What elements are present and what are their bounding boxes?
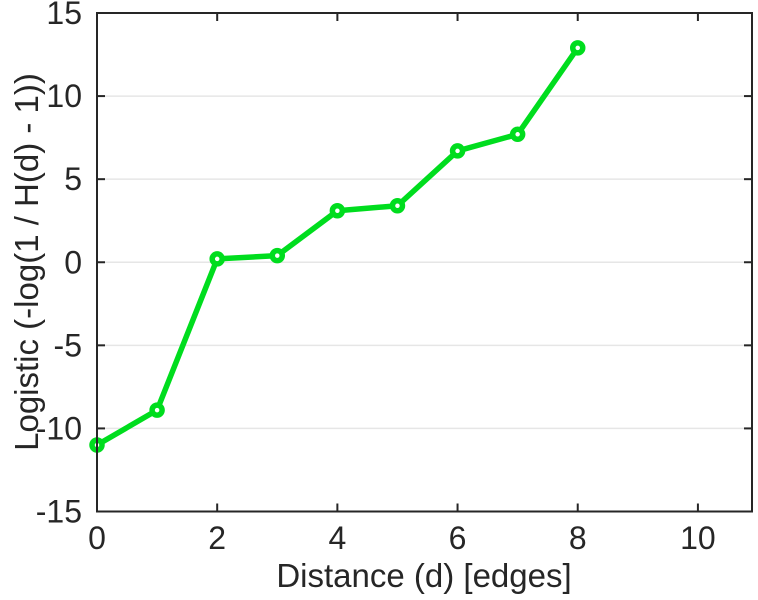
y-tick-label: 5 — [64, 161, 82, 197]
y-tick-label: 15 — [46, 0, 82, 31]
y-tick-label: -15 — [36, 494, 82, 530]
tick-labels: 0 2 4 6 8 10 -15 -10 -5 0 5 10 15 — [36, 0, 716, 556]
y-axis-label: Logistic (-log(1 / H(d) - 1)) — [8, 73, 45, 451]
y-tick-label: 10 — [46, 78, 82, 114]
data-point-marker — [269, 247, 286, 264]
x-tick-label: 2 — [208, 520, 226, 556]
data-point-marker — [569, 40, 586, 56]
y-tick-label: -5 — [54, 327, 82, 363]
tick-marks — [96, 12, 752, 513]
data-point-marker — [209, 251, 225, 267]
data-series — [89, 40, 586, 453]
data-point-marker — [329, 202, 346, 219]
x-axis-label: Distance (d) [edges] — [276, 557, 571, 594]
y-tick-label: -10 — [36, 410, 82, 446]
x-tick-label: 10 — [680, 520, 716, 556]
x-tick-label: 6 — [449, 520, 467, 556]
x-tick-label: 4 — [328, 520, 346, 556]
gridlines — [97, 95, 752, 430]
data-point-marker — [509, 126, 526, 143]
y-tick-label: 0 — [64, 244, 82, 280]
data-point-marker — [449, 143, 466, 159]
series-line — [94, 45, 581, 448]
data-point-marker — [389, 198, 406, 214]
x-tick-label: 8 — [569, 520, 587, 556]
x-tick-label: 0 — [88, 520, 106, 556]
data-point-marker — [149, 402, 165, 418]
